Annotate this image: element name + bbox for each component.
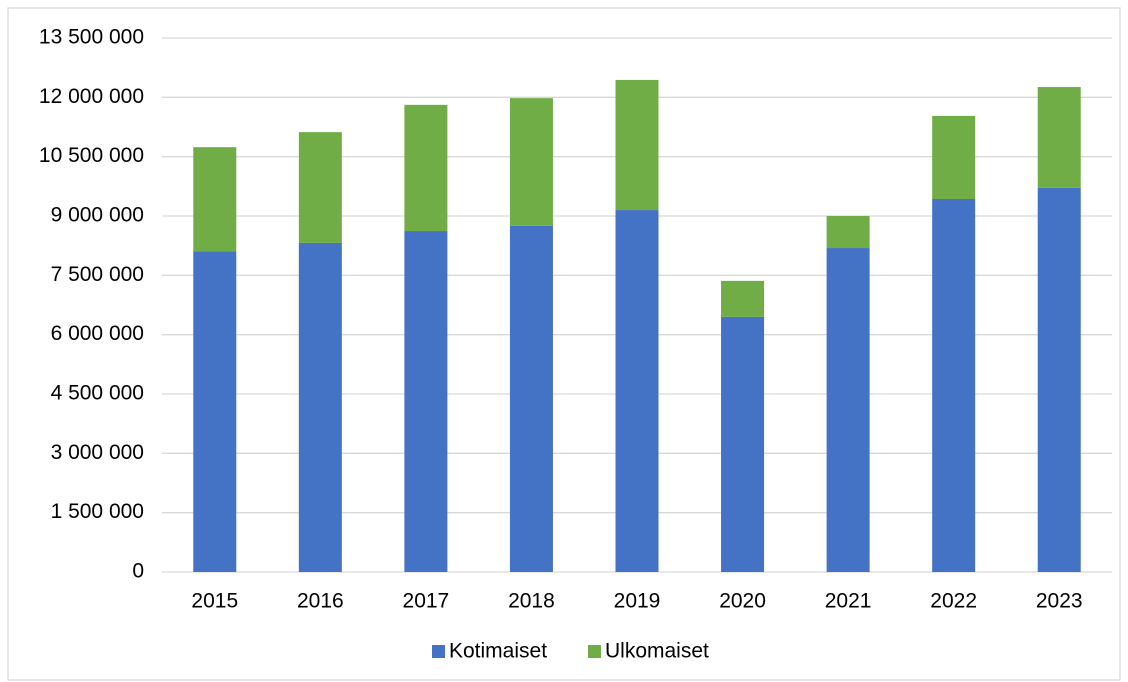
bar-segment [509,98,553,226]
bar-segment [721,316,765,572]
y-tick-label: 6 000 000 [51,322,144,345]
bar-segment [298,242,342,573]
legend-swatch [588,645,601,658]
y-tick-label: 7 500 000 [51,263,144,286]
x-tick-label: 2015 [191,590,238,613]
y-tick-label: 12 000 000 [39,85,144,108]
legend-label: Kotimaiset [449,640,547,663]
bar-segment [404,231,448,572]
bar-segment [826,248,870,573]
bar-segment [298,132,342,243]
y-tick-label: 10 500 000 [39,144,144,167]
bar-segment [509,225,553,572]
x-tick-label: 2016 [297,590,344,613]
bar-segment [193,147,237,252]
bar-segment [615,79,659,211]
bar-segment [1037,187,1081,572]
bar-segment [932,198,976,573]
x-tick-label: 2017 [403,590,450,613]
bar-segment [721,280,765,317]
x-tick-label: 2023 [1036,590,1083,613]
bar-segment [615,210,659,573]
legend-label: Ulkomaiset [605,640,709,663]
bar-segment [1037,87,1081,188]
x-tick-label: 2019 [614,590,661,613]
x-tick-label: 2021 [825,590,872,613]
bar-segment [932,115,976,199]
y-tick-label: 3 000 000 [51,441,144,464]
bar-segment [826,216,870,249]
bar-segment [404,104,448,232]
y-tick-label: 1 500 000 [51,500,144,523]
y-tick-label: 0 [132,560,144,583]
y-tick-label: 13 500 000 [39,26,144,49]
x-tick-label: 2022 [930,590,977,613]
legend-swatch [432,645,445,658]
x-tick-label: 2018 [508,590,555,613]
bar-segment [193,251,237,572]
y-tick-label: 4 500 000 [51,382,144,405]
y-tick-label: 9 000 000 [51,204,144,227]
x-tick-label: 2020 [719,590,766,613]
